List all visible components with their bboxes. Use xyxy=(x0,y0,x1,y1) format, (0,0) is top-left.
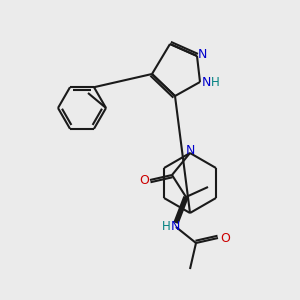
Text: H: H xyxy=(162,220,170,233)
Text: H: H xyxy=(211,76,219,89)
Text: O: O xyxy=(139,175,149,188)
Text: N: N xyxy=(197,47,207,61)
Text: N: N xyxy=(201,76,211,89)
Text: O: O xyxy=(220,232,230,244)
Text: N: N xyxy=(170,220,180,233)
Text: N: N xyxy=(185,145,195,158)
